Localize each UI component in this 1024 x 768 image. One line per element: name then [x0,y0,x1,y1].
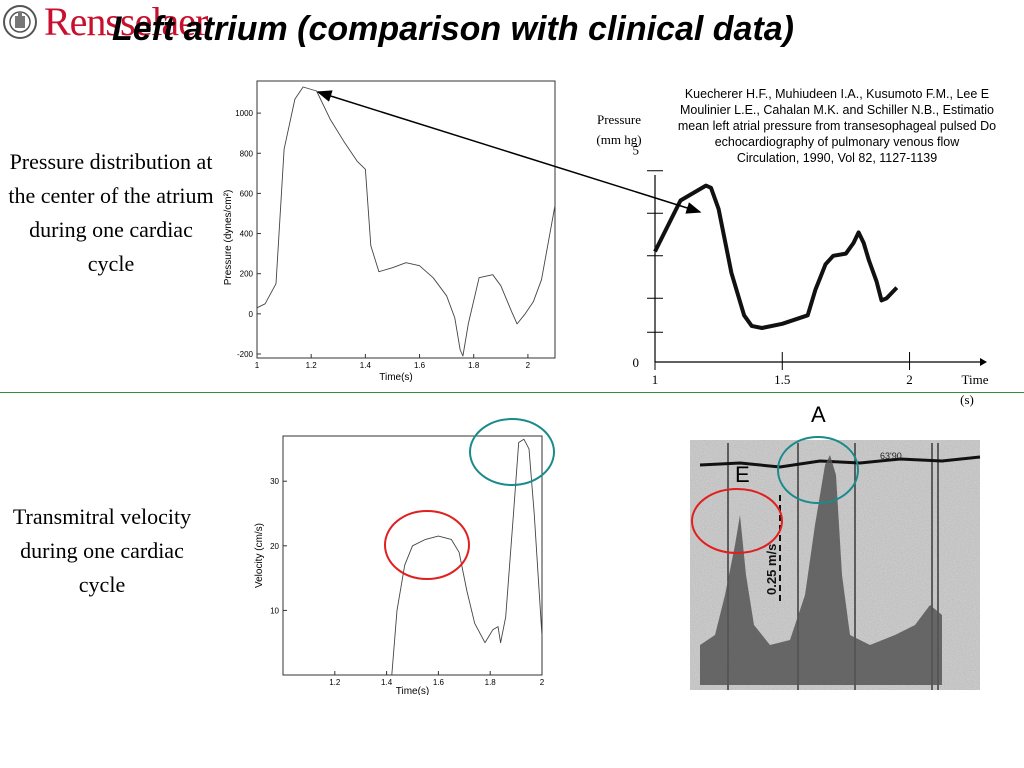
y-axis-label: Pressure [597,112,641,127]
citation-line: mean left atrial pressure from transesop… [677,119,997,133]
x-tick-label: 1.5 [774,372,790,387]
x-tick-label: 1 [255,361,260,370]
a-wave-circle [777,436,859,504]
slide-title: Left atrium (comparison with clinical da… [112,10,794,48]
x-tick-label: 1.2 [329,678,341,687]
e-peak-circle [384,510,470,580]
citation-line: echocardiography of pulmonary venous flo… [714,135,960,149]
y-tick-label: 0 [249,310,254,319]
x-axis-label: Time(s) [379,372,413,383]
x-tick-label: 2 [540,678,545,687]
x-axis-unit: (s) [960,392,974,407]
e-wave-circle [691,488,783,554]
echo-baseline-trace [699,455,981,469]
series-line [653,183,899,330]
a-wave-label: A [811,402,826,427]
x-tick-label: 2 [906,372,913,387]
x-tick-label: 1.6 [433,678,445,687]
citation-line: Moulinier L.E., Cahalan M.K. and Schille… [679,103,995,117]
x-tick-label: 1 [652,372,659,387]
y-tick-label: 10 [270,606,279,615]
x-axis-arrow-icon [980,358,987,366]
simulated-pressure-chart: 1 1.2 1.4 1.6 1.8 2 -200 0 200 400 600 800 1000 Time(… [223,80,556,383]
y-tick-label: -200 [237,350,254,359]
x-tick-label: 1.8 [468,361,480,370]
doppler-echo-image: 0.25 m/s 63'90 A E [690,402,981,690]
x-tick-label: 1.4 [381,678,393,687]
y-tick-label: 20 [270,542,279,551]
y-tick-label: 30 [270,477,279,486]
citation-line: Circulation, 1990, Vol 82, 1127-1139 [736,151,938,165]
y-tick-label: 1000 [235,109,253,118]
e-wave-label: E [735,462,750,487]
y-tick-label: 200 [240,270,254,279]
y-tick-label: 0 [633,355,640,370]
rensselaer-logo: Rensselaer [44,0,208,44]
citation: Kuecherer H.F., Muhiudeen I.A., Kusumoto… [650,86,1024,166]
x-tick-label: 1.6 [414,361,426,370]
plot-frame [282,435,543,676]
citation-line: Kuecherer H.F., Muhiudeen I.A., Kusumoto… [684,87,990,101]
x-tick-label: 1.4 [360,361,372,370]
x-tick-label: 1.8 [485,678,497,687]
section-separator [0,392,1024,393]
y-axis-unit: (mm hg) [596,132,641,147]
y-tick-label: 400 [240,230,254,239]
y-tick-label: 600 [240,189,254,198]
velocity-description: Transmitral velocity during one cardiac … [12,504,192,597]
a-peak-circle [469,418,555,486]
y-tick-label: 800 [240,149,254,158]
x-axis-label: Time(s) [396,686,430,695]
y-axis-label: Pressure (dynes/cm²) [223,190,234,286]
plot-frame [256,80,556,359]
velocity-highlight-overlay [384,418,555,580]
x-tick-label: 2 [526,361,531,370]
pressure-description: Pressure distribution at the center of t… [8,149,214,276]
rensselaer-seal-icon [3,5,37,39]
series-line [391,438,543,676]
series-line [256,86,556,357]
echo-doppler-envelope [700,455,942,685]
simulated-velocity-chart: 1.2 1.4 1.6 1.8 2 10 20 30 Time(s) Velocity (cm/s… [254,435,545,695]
x-tick-label: 1.2 [306,361,318,370]
marker-text: 63'90 [880,451,902,461]
y-axis-label: Velocity (cm/s) [254,523,265,588]
x-axis-label: Time [962,372,989,387]
scale-bar-label: 0.25 m/s [764,544,779,595]
